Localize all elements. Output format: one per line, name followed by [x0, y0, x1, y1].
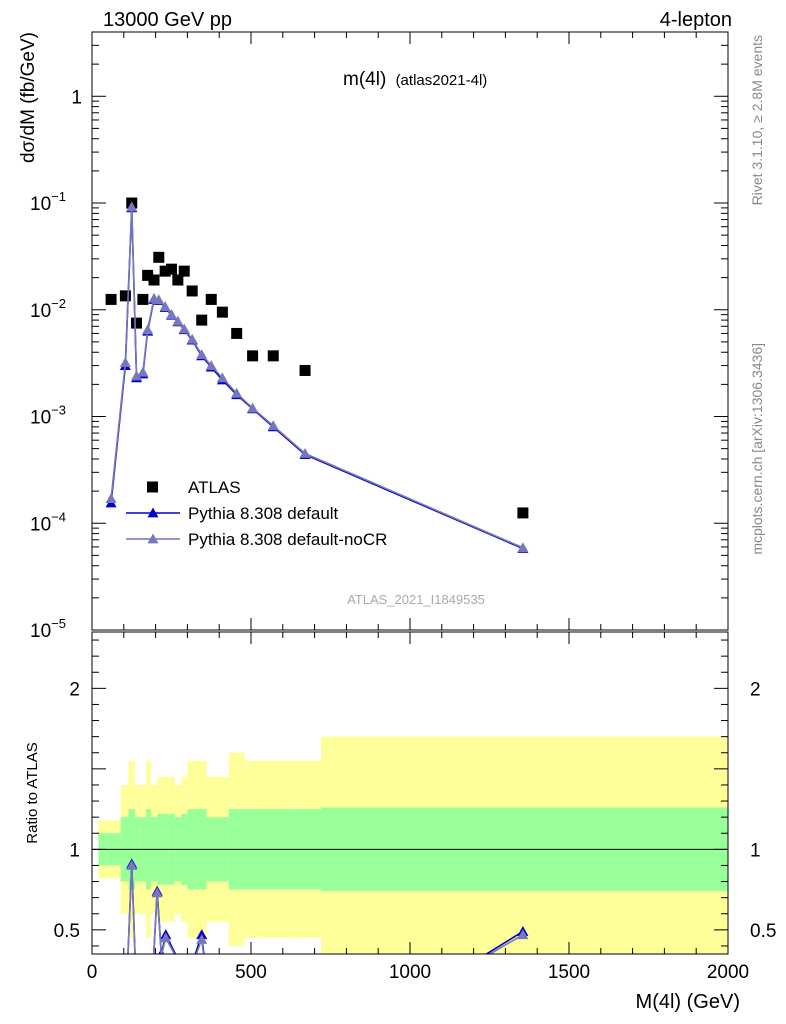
series-line [110, 207, 524, 550]
ratio-y-tick-label: 1 [69, 840, 80, 861]
legend-label: Pythia 8.308 default-noCR [188, 530, 387, 549]
data-point-atlas [299, 364, 311, 376]
series-marker [205, 360, 217, 370]
series-marker [172, 315, 184, 326]
data-point-atlas [231, 327, 243, 339]
data-point-atlas [148, 274, 160, 286]
series-marker [142, 324, 154, 335]
series-marker [131, 370, 143, 381]
data-point-atlas [267, 350, 279, 362]
series-marker [196, 349, 208, 360]
x-tick-label: 1500 [548, 962, 590, 983]
data-point-atlas [247, 350, 259, 362]
y-tick-label: 1 [71, 87, 82, 108]
data-point-atlas [178, 265, 190, 277]
ratio-y-axis-label: Ratio to ATLAS [24, 742, 41, 843]
series-marker [186, 333, 198, 344]
main-plot-panel: 10−5 10−4 10−3 10−2 10−1 1 m(4l) (atlas2021-4… [18, 31, 729, 642]
series-marker [517, 542, 529, 553]
legend-label: Pythia 8.308 default [188, 504, 339, 523]
x-tick-label: 500 [235, 962, 267, 983]
series-marker [166, 309, 177, 320]
series-marker [216, 372, 228, 383]
legend-marker [147, 533, 159, 544]
y-axis-label: dσ/dM (fb/GeV) [18, 32, 39, 163]
ratio-series-marker [517, 929, 529, 940]
series-marker [119, 357, 131, 367]
data-point-atlas [172, 274, 184, 286]
plot-title-main: m(4l) [343, 69, 386, 90]
ratio-y-tick-label-right: 0.5 [750, 921, 776, 942]
data-point-atlas [517, 507, 529, 519]
plot-title: m(4l) (atlas2021-4l) [343, 69, 487, 90]
x-tick-label: 2000 [707, 962, 749, 983]
y-tick-label: 10−3 [30, 403, 66, 429]
mcplots-label: mcplots.cern.ch [arXiv:1306.3436] [749, 343, 765, 555]
x-tick-label: 1000 [389, 962, 431, 983]
data-point-atlas [153, 251, 165, 263]
data-point-atlas [196, 314, 208, 326]
series-line [110, 206, 524, 549]
series-marker [105, 493, 117, 504]
ratio-y-tick-label-right: 1 [750, 840, 761, 861]
ratio-series-marker [196, 934, 208, 944]
ratio-y-tick-label-right: 2 [750, 679, 761, 700]
x-tick-label: 0 [87, 962, 98, 983]
data-point-atlas [159, 265, 171, 277]
data-point-atlas [119, 290, 131, 302]
y-tick-label: 10−4 [30, 509, 66, 535]
series-marker [159, 301, 171, 312]
legend: ATLAS Pythia 8.308 default Pythia 8.308 de… [126, 478, 387, 549]
ratio-series-marker [126, 859, 138, 870]
legend-marker-atlas [147, 481, 158, 493]
y-tick-label: 10−1 [30, 189, 66, 215]
series-marker [137, 366, 149, 377]
legend-label: ATLAS [188, 478, 241, 497]
ratio-y-tick-label: 0.5 [54, 921, 80, 942]
rivet-version-label: Rivet 3.1.10, ≥ 2.8M events [749, 35, 765, 205]
header-left-label: 13000 GeV pp [103, 9, 232, 31]
header-right-label: 4-lepton [660, 9, 732, 31]
series-marker [267, 420, 279, 431]
series-marker [126, 201, 138, 212]
data-point-atlas [142, 269, 154, 281]
data-point-atlas [186, 285, 198, 297]
data-point-atlas [105, 293, 117, 305]
plot-title-sub: (atlas2021-4l) [396, 72, 488, 89]
series-marker [153, 294, 165, 305]
series-marker [231, 387, 243, 398]
series-marker [178, 323, 190, 334]
series-marker [247, 402, 259, 413]
analysis-label: ATLAS_2021_I1849535 [347, 592, 485, 607]
y-tick-label: 10−2 [30, 296, 66, 322]
ratio-y-tick-label: 2 [69, 679, 80, 700]
data-point-atlas [131, 317, 143, 329]
data-point-atlas [166, 263, 177, 275]
series-marker [299, 448, 311, 458]
data-point-atlas [205, 293, 217, 305]
data-point-atlas [216, 306, 228, 318]
x-axis-label: M(4l) (GeV) [636, 991, 740, 1013]
legend-marker [147, 507, 159, 518]
ratio-series-line [127, 865, 524, 954]
data-point-atlas [137, 293, 149, 305]
y-tick-label: 10−5 [30, 616, 66, 642]
ratio-series-marker [160, 932, 172, 943]
ratio-series-marker [151, 887, 163, 898]
